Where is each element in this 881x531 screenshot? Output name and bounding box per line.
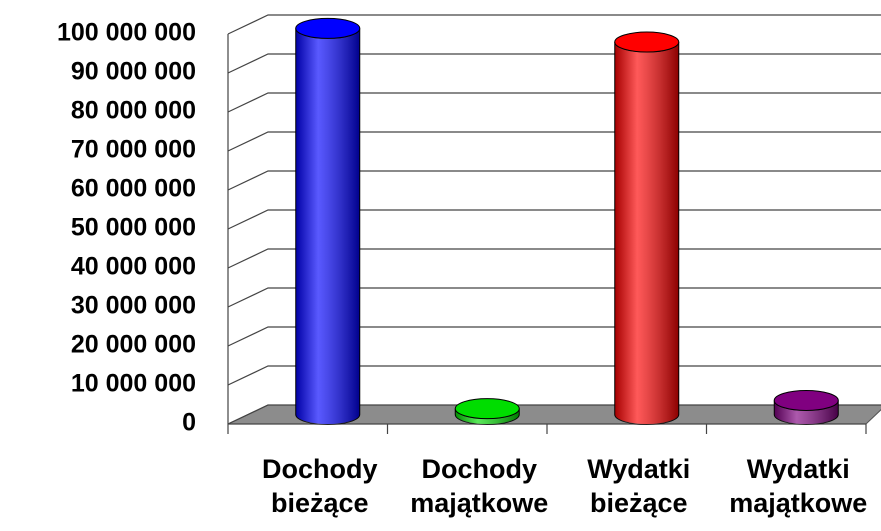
x-tick-label: Wydatki majątkowe — [729, 454, 868, 518]
bar-cap — [614, 31, 680, 53]
y-tick-label: 40 000 000 — [71, 253, 196, 281]
bar-shade — [774, 400, 839, 425]
y-tick-label: 60 000 000 — [71, 175, 196, 203]
bar — [773, 389, 839, 425]
bar — [614, 31, 680, 425]
x-tick-label: Dochody bieżące — [261, 454, 378, 518]
grid-line — [227, 14, 881, 35]
bar-cap — [773, 389, 839, 411]
y-tick-label: 50 000 000 — [71, 214, 196, 242]
y-tick-label: 100 000 000 — [57, 19, 196, 47]
bar — [454, 398, 520, 425]
y-tick-label: 10 000 000 — [71, 370, 196, 398]
bar — [295, 17, 361, 425]
bar-cap — [295, 17, 361, 39]
y-tick-label: 80 000 000 — [71, 97, 196, 125]
bar-shade — [614, 42, 679, 425]
bar-shade — [455, 408, 520, 425]
y-tick-label: 90 000 000 — [71, 58, 196, 86]
y-tick-label: 70 000 000 — [71, 136, 196, 164]
bar-shade — [295, 28, 360, 425]
y-tick-label: 20 000 000 — [71, 331, 196, 359]
x-tick-label: Dochody majątkowe — [410, 454, 549, 518]
y-tick-label: 30 000 000 — [71, 292, 196, 320]
bar-cap — [454, 398, 520, 420]
x-tick-label: Wydatki bieżące — [587, 454, 691, 518]
y-tick-label: 0 — [182, 409, 196, 437]
